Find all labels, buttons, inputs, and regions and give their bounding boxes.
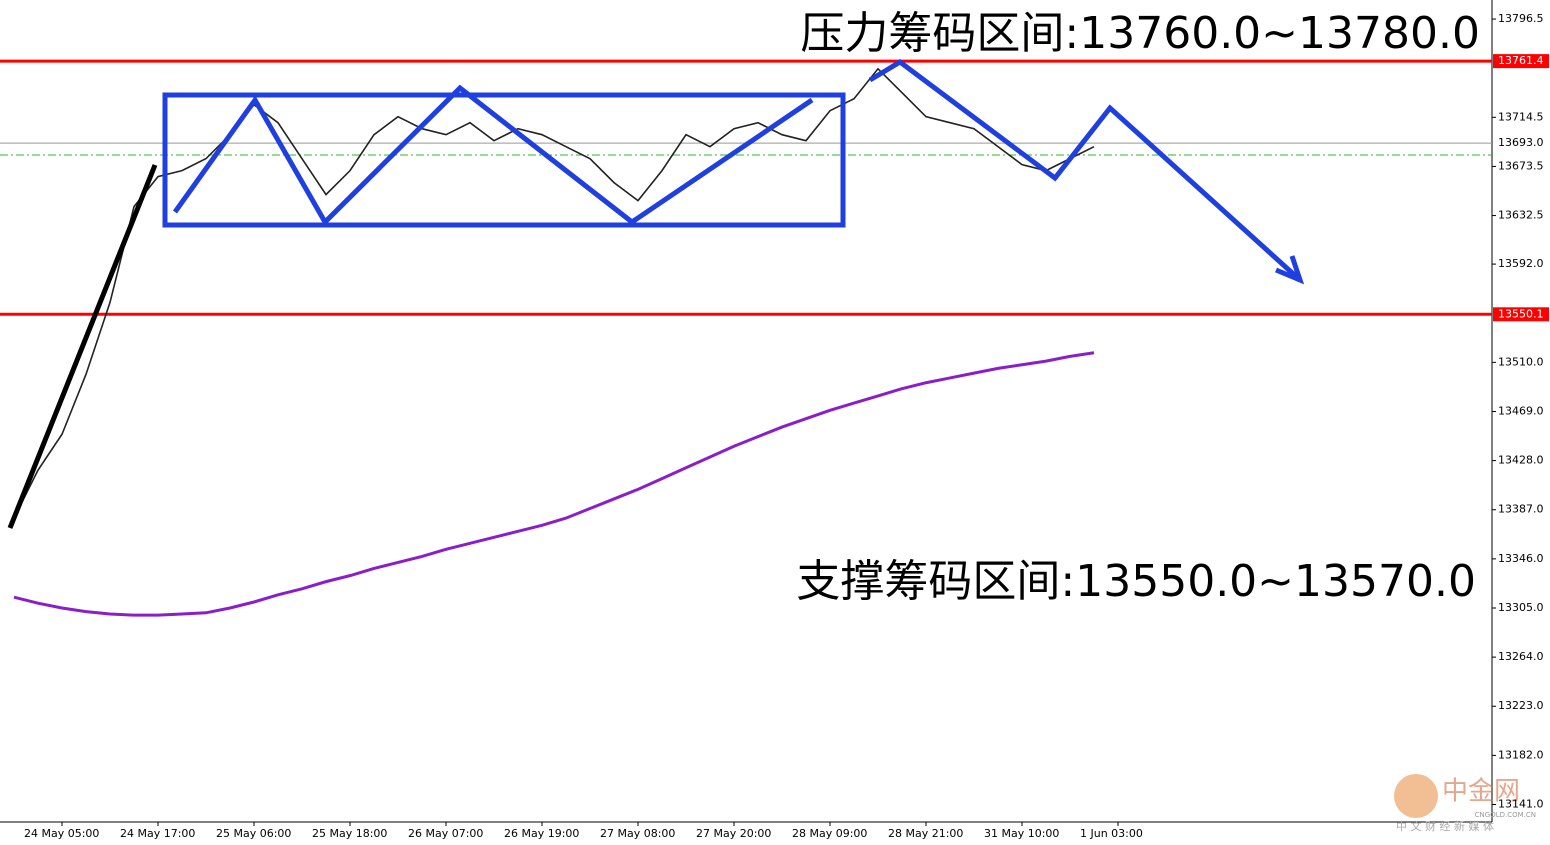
resistance-level-label: 13761.4 <box>1498 54 1544 67</box>
watermark-slogan: 中 文 财 经 新 媒 体 <box>1396 819 1494 833</box>
watermark-logo <box>1394 774 1438 818</box>
x-tick-label: 24 May 17:00 <box>120 827 195 840</box>
y-tick-label: 13714.5 <box>1498 110 1544 123</box>
y-tick-label: 13305.0 <box>1498 601 1544 614</box>
current-price-label-bg <box>1493 136 1549 151</box>
y-tick-label: 13428.0 <box>1498 454 1544 467</box>
series-line <box>13 67 1095 519</box>
trend-arrow <box>7 164 158 529</box>
x-tick-label: 26 May 07:00 <box>408 827 483 840</box>
current-price-label: 13693.0 <box>1498 136 1544 149</box>
x-tick-label: 27 May 08:00 <box>600 827 675 840</box>
support-level-label: 13550.1 <box>1498 307 1544 320</box>
pattern-drawings <box>162 58 1305 285</box>
support-annotation: 支撑筹码区间:13550.0~13570.0 <box>796 556 1476 607</box>
watermark-brand: 中金网 <box>1442 777 1520 807</box>
y-tick-label: 13796.5 <box>1498 12 1544 25</box>
y-tick-label: 13387.0 <box>1498 503 1544 516</box>
x-tick-label: 1 Jun 03:00 <box>1080 827 1143 840</box>
resistance-annotation: 压力筹码区间:13760.0~13780.0 <box>800 8 1480 59</box>
arrow-head <box>1275 255 1305 285</box>
plot <box>0 59 1492 617</box>
x-tick-label: 28 May 21:00 <box>888 827 963 840</box>
y-tick-label: 13223.0 <box>1498 699 1544 712</box>
x-tick-label: 25 May 06:00 <box>216 827 291 840</box>
x-tick-label: 28 May 09:00 <box>792 827 867 840</box>
series-line <box>13 351 1095 617</box>
forecast-path <box>868 58 1302 282</box>
watermark-domain: CNGOLD.COM.CN <box>1475 811 1536 819</box>
support-level-label-bg <box>1493 307 1549 322</box>
resistance-level-label-bg <box>1493 54 1549 69</box>
range-box <box>162 92 846 228</box>
y-tick-label: 13264.0 <box>1498 650 1544 663</box>
y-tick-label: 13673.5 <box>1498 159 1544 172</box>
x-tick-label: 25 May 18:00 <box>312 827 387 840</box>
zigzag <box>172 84 814 227</box>
y-tick-label: 13592.0 <box>1498 257 1544 270</box>
x-tick-label: 27 May 20:00 <box>696 827 771 840</box>
y-tick-label: 13510.0 <box>1498 355 1544 368</box>
x-tick-label: 26 May 19:00 <box>504 827 579 840</box>
x-tick-label: 31 May 10:00 <box>984 827 1059 840</box>
y-tick-label: 13469.0 <box>1498 404 1544 417</box>
x-tick-label: 24 May 05:00 <box>24 827 99 840</box>
y-tick-label: 13632.5 <box>1498 209 1544 222</box>
y-tick-label: 13346.0 <box>1498 552 1544 565</box>
y-tick-label: 13182.0 <box>1498 748 1544 761</box>
y-tick-label: 13141.0 <box>1498 798 1544 811</box>
